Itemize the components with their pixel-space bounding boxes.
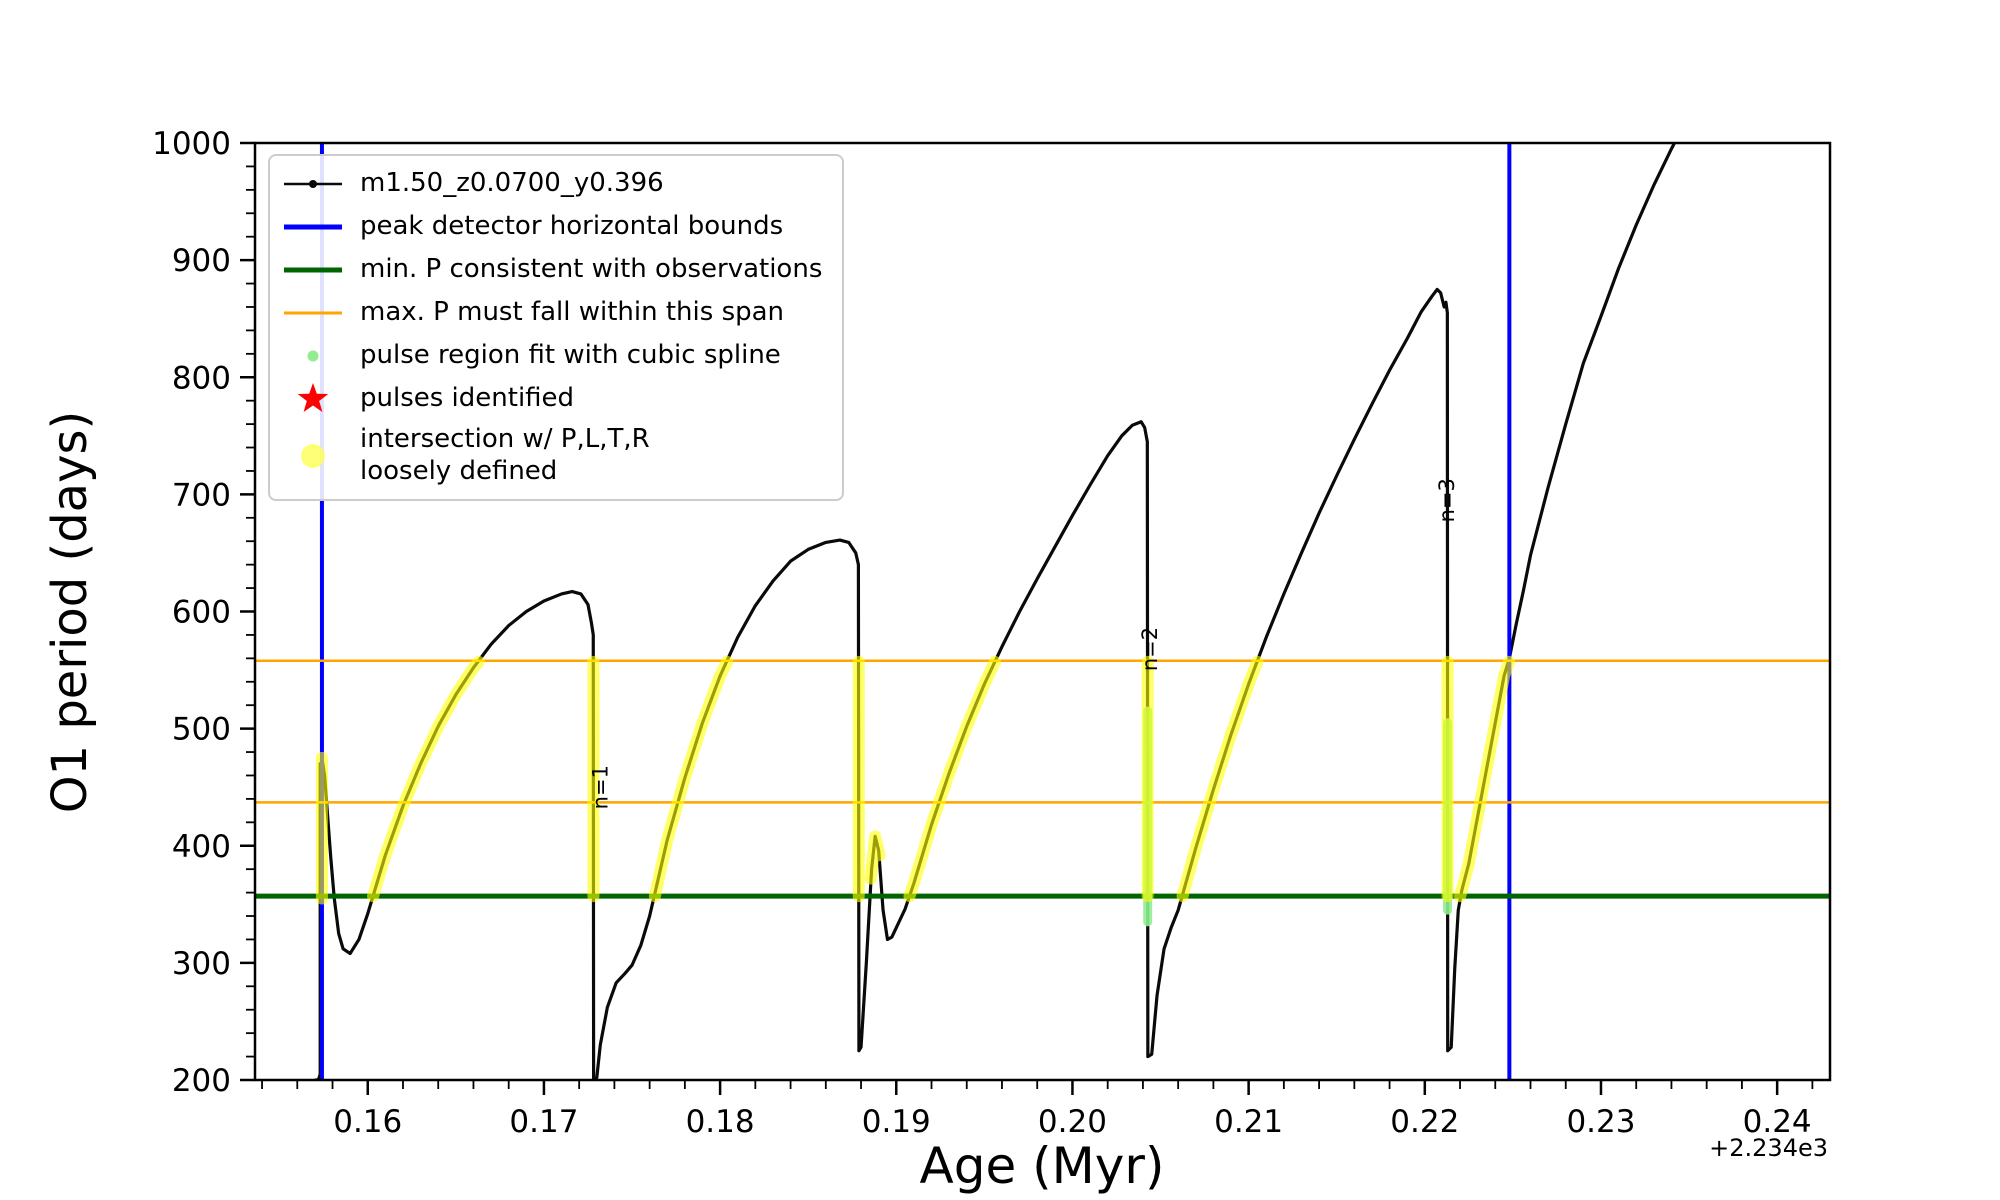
intersection-region [648,655,734,903]
legend-item: max. P must fall within this span [280,295,822,331]
legend-item: peak detector horizontal bounds [280,209,822,245]
legend-label: pulses identified [360,383,575,414]
y-tick-label: 500 [172,712,231,748]
intersection-region [864,830,886,885]
y-tick-label: 900 [172,243,231,279]
legend-label: m1.50_z0.0700_y0.396 [360,168,664,199]
peak-bounds-line-icon [284,224,342,230]
legend-label: pulse region fit with cubic spline [360,340,781,371]
intersection-region [1176,655,1264,903]
x-tick-label: 0.23 [1566,1104,1635,1140]
legend-item: m1.50_z0.0700_y0.396 [280,166,822,202]
legend-label: min. P consistent with observations [360,254,823,285]
x-tick-label: 0.21 [1214,1104,1283,1140]
y-tick-label: 600 [172,595,231,631]
pulse-annotation: n=2 [1138,627,1162,671]
intersection-region [903,655,1001,903]
pulse-annotation: n=3 [1435,478,1459,522]
x-tick-label: 0.18 [686,1104,755,1140]
y-tick-label: 800 [172,360,231,396]
x-tick-label: 0.19 [862,1104,931,1140]
legend-item: intersection w/ P,L,T,R loosely defined [280,424,822,487]
max-period-line-icon [284,311,342,315]
x-tick-label: 0.20 [1038,1104,1107,1140]
x-tick-label: 0.22 [1390,1104,1459,1140]
y-axis-label: O1 period (days) [42,410,98,814]
x-tick-label: 0.24 [1743,1104,1812,1140]
x-tick-label: 0.16 [333,1104,402,1140]
intersection-region [1454,655,1516,903]
y-tick-label: 400 [172,829,231,865]
pulse-star-icon [297,383,329,412]
y-tick-label: 300 [172,946,231,982]
y-tick-label: 200 [172,1063,231,1099]
pulse-annotation: n=1 [588,765,612,809]
legend-item: min. P consistent with observations [280,252,822,288]
x-tick-label: 0.17 [509,1104,578,1140]
intersection-dot-icon [301,443,325,468]
min-period-line-icon [284,267,342,273]
intersection-region [367,655,485,903]
x-axis-offset-text: +2.234e3 [1709,1134,1828,1162]
spline-fit-dot-icon [307,350,319,362]
plot-area: n=1 n=2 n=3 [255,143,1830,1080]
series-line-icon [284,180,342,188]
legend-label: intersection w/ P,L,T,R loosely defined [360,424,650,486]
legend-label: max. P must fall within this span [360,297,785,328]
y-tick-label: 700 [172,477,231,513]
x-axis-label: Age (Myr) [919,1137,1165,1195]
legend-item: pulses identified [280,381,822,417]
legend-item: pulse region fit with cubic spline [280,338,822,374]
y-tick-label: 1000 [152,126,231,162]
legend-label: peak detector horizontal bounds [360,211,784,242]
